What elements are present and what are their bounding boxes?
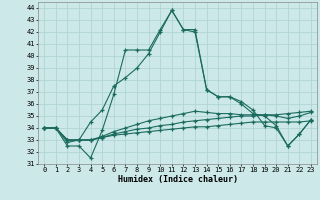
X-axis label: Humidex (Indice chaleur): Humidex (Indice chaleur) [118, 175, 238, 184]
